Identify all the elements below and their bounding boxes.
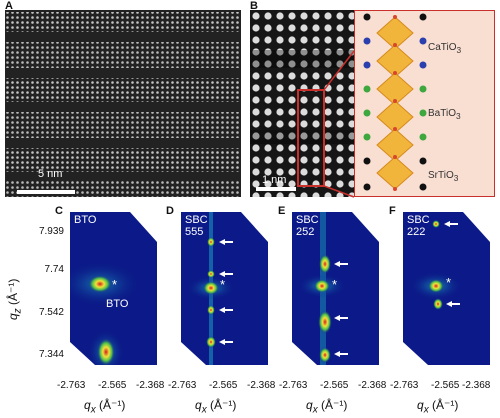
y-tick-1: 7.939 (38, 226, 64, 237)
reference-marker-e: * (332, 277, 338, 292)
bto-peak-label: BTO (106, 298, 129, 310)
octahedra-column (376, 16, 414, 190)
x-axis-label-d: qx (Å⁻¹) (195, 398, 237, 416)
rsm-map-d (181, 212, 268, 365)
panel-d-label: D (166, 205, 174, 217)
layer-schematic (354, 10, 495, 197)
x-tick-d-1: -2.763 (168, 380, 197, 391)
reference-marker-d: * (220, 277, 226, 292)
scale-bar-b-label: 1 nm (262, 174, 287, 186)
panel-b-label: B (250, 0, 258, 12)
rsm-map-c (70, 212, 157, 365)
y-tick-3: 7.542 (38, 307, 64, 318)
zoom-box (297, 89, 325, 187)
scale-bar-a (17, 190, 75, 194)
y-tick-2: 7.74 (44, 264, 64, 275)
cation-column-right (419, 13, 427, 191)
stem-image-a (5, 10, 241, 197)
panel-f-label: F (389, 205, 396, 217)
stem-image-b (250, 10, 354, 197)
panel-d-tag-2: 555 (185, 226, 204, 238)
x-axis-label-c: qx (Å⁻¹) (84, 398, 126, 416)
panel-f-tag-2: 222 (407, 226, 426, 238)
zoom-connector (324, 50, 355, 198)
x-tick-f-2: -2.565 (431, 380, 460, 391)
cation-column-left (363, 13, 371, 191)
y-axis-label: qz (Å⁻¹) (6, 278, 24, 320)
x-tick-c-2: -2.565 (98, 380, 127, 391)
panel-e-tag-2: 252 (296, 226, 315, 238)
layer-cati-label: CaTiO3 (428, 42, 462, 55)
x-tick-e-1: -2.763 (279, 380, 308, 391)
x-tick-f-3: -2.368 (462, 380, 491, 391)
x-tick-e-3: -2.368 (358, 380, 387, 391)
y-tick-4: 7.344 (38, 349, 64, 360)
reference-marker-f: * (446, 275, 452, 290)
x-tick-d-2: -2.565 (209, 380, 238, 391)
reference-marker-c: * (112, 277, 118, 292)
panel-d-tag-1: SBC (185, 214, 208, 226)
x-tick-e-2: -2.565 (320, 380, 349, 391)
x-tick-f-1: -2.763 (390, 380, 419, 391)
layer-srti-label: SrTiO3 (428, 170, 459, 183)
panel-c-tag: BTO (74, 214, 97, 226)
x-tick-d-3: -2.368 (247, 380, 276, 391)
x-axis-label-f: qx (Å⁻¹) (417, 398, 459, 416)
rsm-map-f (403, 212, 490, 365)
panel-e-label: E (278, 205, 286, 217)
layer-bati-label: BaTiO3 (428, 108, 461, 121)
x-tick-c-3: -2.368 (136, 380, 165, 391)
panel-a-label: A (5, 0, 13, 12)
x-tick-c-1: -2.763 (57, 380, 86, 391)
panel-f-tag-1: SBC (407, 214, 430, 226)
scale-bar-a-label: 5 nm (38, 168, 63, 180)
rsm-map-e (292, 212, 379, 365)
panel-c-label: C (55, 205, 63, 217)
x-axis-label-e: qx (Å⁻¹) (306, 398, 348, 416)
panel-e-tag-1: SBC (296, 214, 319, 226)
scale-bar-b (256, 187, 296, 191)
